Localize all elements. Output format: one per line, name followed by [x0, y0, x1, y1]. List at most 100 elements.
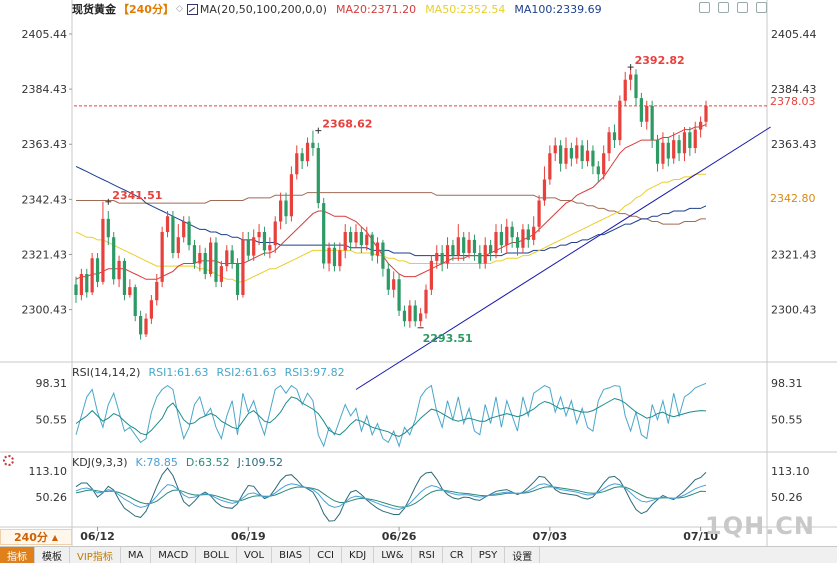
- candle: [322, 197, 326, 269]
- candle-body: [445, 245, 450, 264]
- candle: [112, 232, 116, 285]
- candle: [375, 237, 380, 264]
- chevron-up-icon: ▲: [51, 532, 59, 542]
- main-price-panel: 2300.432300.432321.432321.432342.432342.…: [22, 28, 817, 390]
- tab-ma[interactable]: MA: [121, 547, 152, 563]
- period-label[interactable]: 【240分】: [118, 3, 174, 16]
- candle-body: [499, 232, 503, 246]
- candle-body: [209, 242, 213, 274]
- candle: [332, 242, 337, 272]
- candle-body: [505, 226, 509, 246]
- candle: [343, 224, 347, 259]
- tab-rsi[interactable]: RSI: [412, 547, 443, 563]
- candle: [214, 237, 218, 288]
- candle: [182, 216, 186, 243]
- ma50-line: [75, 173, 706, 283]
- candle-body: [262, 232, 267, 251]
- candle: [693, 121, 697, 154]
- candle: [300, 148, 304, 169]
- candle-body: [171, 216, 175, 253]
- candle: [392, 271, 396, 298]
- candle: [612, 124, 617, 148]
- tab-vip-indicators[interactable]: VIP指标: [70, 547, 121, 563]
- candle: [95, 253, 100, 288]
- candle-body: [397, 279, 401, 311]
- candle-body: [74, 284, 78, 295]
- chart-frame: [0, 0, 837, 546]
- candle-body: [456, 237, 460, 256]
- candle: [521, 224, 525, 253]
- candle: [284, 192, 288, 225]
- y-tick-right-0: 2300.43: [771, 304, 817, 317]
- candle-body: [85, 274, 89, 293]
- candle-body: [295, 153, 299, 175]
- candle-body: [607, 132, 611, 154]
- close-icon[interactable]: [756, 2, 767, 13]
- annotation-label: 2392.82: [635, 54, 685, 67]
- tab-vol[interactable]: VOL: [237, 547, 273, 563]
- candle-body: [585, 150, 590, 162]
- candle-body: [284, 200, 288, 217]
- candle-body: [386, 268, 390, 290]
- candle: [419, 308, 423, 327]
- candle-body: [451, 245, 455, 256]
- candle: [79, 268, 83, 301]
- candle-body: [521, 229, 525, 248]
- candle-body: [553, 145, 557, 154]
- tab-templates[interactable]: 模板: [35, 547, 70, 563]
- chart-canvas: 2300.43 2300.43 2321.43 2321.43 2342.43 2342.…: [0, 0, 837, 546]
- candle: [316, 142, 320, 209]
- candle: [235, 258, 240, 301]
- candle-body: [305, 142, 310, 162]
- candle: [289, 166, 293, 222]
- tab-boll[interactable]: BOLL: [196, 547, 237, 563]
- rsi-name[interactable]: RSI(14,14,2): [72, 365, 141, 379]
- candle-body: [182, 221, 186, 238]
- candle-body: [370, 234, 374, 256]
- window-icon[interactable]: [699, 2, 710, 13]
- tab-cci[interactable]: CCI: [310, 547, 343, 563]
- candle: [246, 232, 250, 261]
- candle: [386, 263, 390, 295]
- ma100-value: MA100:2339.69: [514, 2, 602, 16]
- tab-lw[interactable]: LW&: [374, 547, 412, 563]
- candle-body: [413, 305, 417, 322]
- kdj-d-value: D:63.52: [185, 455, 230, 469]
- candle: [268, 237, 272, 259]
- layout-icon[interactable]: [718, 2, 729, 13]
- candle: [451, 239, 455, 261]
- candle-body: [219, 266, 223, 282]
- gear-icon[interactable]: [3, 455, 14, 466]
- tab-cr[interactable]: CR: [443, 547, 472, 563]
- tab-kdj[interactable]: KDJ: [342, 547, 375, 563]
- indicator-icon[interactable]: [186, 3, 198, 15]
- candle: [176, 224, 180, 259]
- ma20-line: [75, 123, 707, 280]
- ma-spec[interactable]: MA(20,50,100,200,0,0): [199, 2, 327, 16]
- tab-settings[interactable]: 设置: [505, 547, 541, 563]
- candle: [483, 237, 487, 269]
- tab-indicators[interactable]: 指标: [0, 547, 35, 563]
- tab-psy[interactable]: PSY: [472, 547, 506, 563]
- candle: [219, 260, 223, 288]
- candle: [607, 127, 611, 162]
- tab-bias[interactable]: BIAS: [272, 547, 311, 563]
- period-selector[interactable]: 240分 ▲: [0, 529, 72, 545]
- candle-body: [365, 234, 369, 246]
- candle-body: [327, 247, 331, 264]
- kdj-name[interactable]: KDJ(9,3,3): [72, 455, 128, 469]
- chevron-down-icon[interactable]: ◇: [175, 4, 183, 14]
- candle: [623, 71, 627, 106]
- candle-body: [548, 153, 552, 180]
- candle-body: [408, 305, 412, 322]
- candle-body: [704, 106, 708, 122]
- candle-body: [128, 287, 132, 295]
- candle-body: [467, 239, 471, 253]
- candle: [225, 245, 229, 272]
- candle-body: [478, 253, 482, 264]
- tab-macd[interactable]: MACD: [151, 547, 197, 563]
- maximize-icon[interactable]: [737, 2, 748, 13]
- candle-body: [279, 200, 283, 222]
- candle: [537, 195, 541, 232]
- candle: [359, 226, 363, 253]
